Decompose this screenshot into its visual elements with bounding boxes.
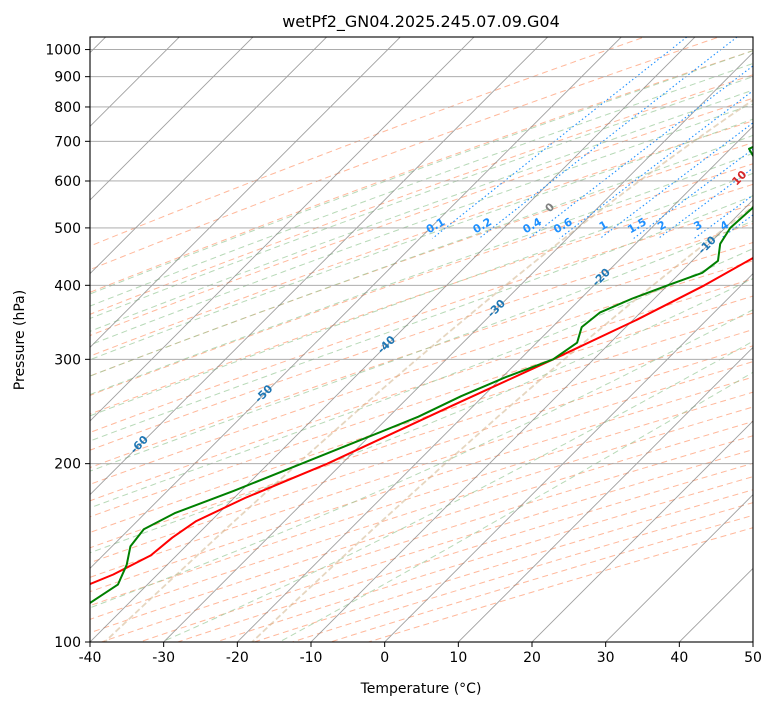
mixing-ratio-line — [760, 35, 775, 239]
x-tick-label: 20 — [523, 650, 541, 666]
isotherm-line — [0, 35, 550, 656]
x-axis-label: Temperature (°C) — [360, 681, 482, 697]
x-tick-label: -10 — [300, 650, 323, 666]
mixing-ratio-label: 2 — [655, 218, 668, 233]
mixing-ratio-label: 0.2 — [471, 215, 494, 236]
isotherm-line — [740, 35, 775, 656]
temperature-profile-line — [0, 68, 775, 642]
plot-frame — [90, 37, 753, 642]
chart-title: wetPf2_GN04.2025.245.07.09.G04 — [282, 12, 560, 32]
isotherm-line — [3, 35, 624, 656]
dry-adiabat-line — [25, 35, 775, 642]
y-tick-label: 900 — [54, 70, 81, 86]
dry-adiabat-line — [0, 35, 651, 642]
isotherm-label: -70 — [8, 479, 31, 502]
dry-adiabat-line — [331, 35, 775, 642]
x-tick-label: -20 — [226, 650, 249, 666]
isotherm-label: -40 — [375, 333, 398, 356]
isotherm-line — [224, 35, 775, 656]
isotherm-line — [445, 35, 775, 656]
x-tick-label: 30 — [597, 650, 615, 666]
mixing-ratio-label: 0.4 — [520, 215, 544, 236]
dry-adiabat-line — [369, 35, 775, 642]
y-tick-label: 200 — [54, 457, 81, 473]
isotherm-line — [0, 35, 329, 656]
isotherm-label: -60 — [128, 433, 151, 456]
moist-adiabat-label: 0 — [543, 200, 558, 215]
moist-adiabat-line — [279, 34, 775, 642]
x-tick-label: -30 — [152, 650, 175, 666]
x-tick-label: 50 — [744, 650, 762, 666]
isotherm-line — [0, 35, 476, 656]
y-tick-label: 700 — [54, 134, 81, 150]
mixing-ratio-line — [433, 35, 690, 239]
y-tick-label: 100 — [54, 635, 81, 651]
auxiliary-dashed-curve — [105, 35, 775, 642]
isotherm-line — [666, 35, 775, 656]
y-tick-label: 500 — [54, 221, 81, 237]
y-tick-label: 300 — [54, 352, 81, 368]
line-labels: -100-90-80-70-60-50-40-30-20-10010203040… — [0, 78, 775, 644]
dewpoint-profile-line — [13, 68, 775, 642]
y-tick-label: 800 — [54, 100, 81, 116]
isotherm-label: -50 — [252, 382, 275, 405]
x-tick-label: -40 — [79, 650, 102, 666]
mixing-ratio-label: 1.5 — [625, 215, 648, 236]
x-tick-label: 0 — [380, 650, 389, 666]
mixing-ratio-label: 0.1 — [424, 215, 447, 236]
sounding-profiles — [0, 68, 775, 642]
mixing-ratio-line — [658, 35, 775, 239]
y-axis-label: Pressure (hPa) — [12, 290, 28, 390]
y-tick-label: 400 — [54, 278, 81, 294]
isotherm-line — [519, 35, 775, 656]
isotherm-line — [298, 35, 775, 656]
y-tick-label: 1000 — [45, 43, 81, 59]
y-tick-label: 600 — [54, 174, 81, 190]
mixing-ratio-label: 6 — [757, 218, 770, 233]
x-tick-label: 40 — [670, 650, 688, 666]
x-tick-label: 10 — [449, 650, 467, 666]
